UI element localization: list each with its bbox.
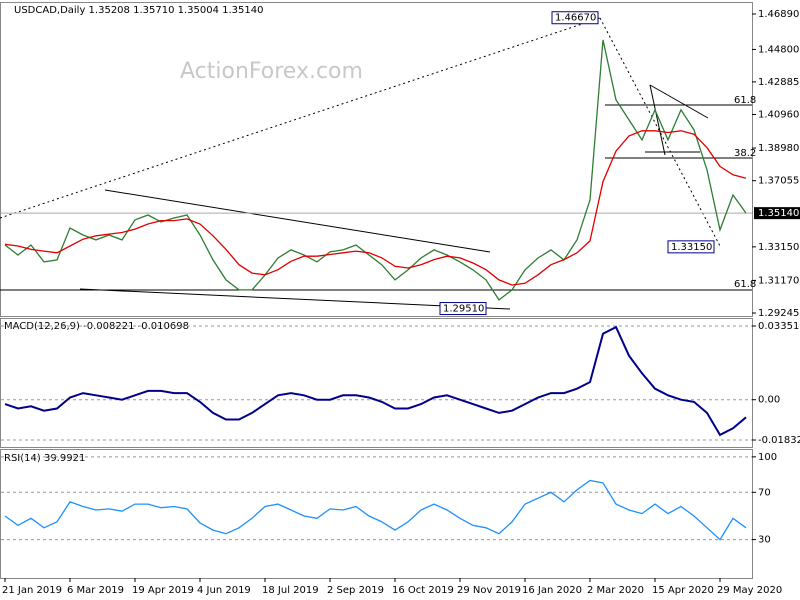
last-price-box <box>754 207 800 220</box>
y-tick-label: 0.00 <box>758 395 780 406</box>
y-tick-label: 1.31170 <box>758 275 799 286</box>
rsi-pane <box>0 449 753 579</box>
y-tick-label: 1.44800 <box>758 44 799 55</box>
x-tick-label: 21 Jan 2019 <box>2 585 62 596</box>
x-tick-label: 6 Mar 2019 <box>67 585 124 596</box>
rsi-title: RSI(14) 39.9921 <box>4 453 85 464</box>
annotation-box <box>667 240 715 254</box>
x-tick-label: 2 Sep 2019 <box>327 585 384 596</box>
y-tick-label: 0.033515 <box>758 321 800 332</box>
trend-line <box>0 17 601 219</box>
y-tick-label: 1.37055 <box>758 176 799 187</box>
trend-line <box>79 288 511 310</box>
annotation-label: 1.46670 <box>555 13 596 24</box>
annotation-box <box>439 302 487 316</box>
chart-title: USDCAD,Daily 1.35208 1.35710 1.35004 1.3… <box>14 5 264 16</box>
y-tick-label: 30 <box>758 535 771 546</box>
x-tick-label: 18 Jul 2019 <box>262 585 319 596</box>
trend-line <box>104 189 491 253</box>
watermark: ActionForex.com <box>180 59 363 84</box>
x-tick-label: 16 Jan 2020 <box>522 585 582 596</box>
y-tick-label: 1.38980 <box>758 143 799 154</box>
trend-line <box>649 84 709 119</box>
x-tick-label: 16 Oct 2019 <box>392 585 454 596</box>
annotation-label: 1.33150 <box>671 242 712 253</box>
annotation-label: 1.29510 <box>443 304 484 315</box>
macd-title: MACD(12,26,9) -0.008221 -0.010698 <box>4 321 189 332</box>
series-line <box>4 39 747 301</box>
trend-line <box>649 84 666 156</box>
series-line <box>4 479 747 541</box>
y-tick-label: -0.018324 <box>758 435 800 446</box>
x-tick-label: 29 Nov 2019 <box>457 585 521 596</box>
x-tick-label: 15 Apr 2020 <box>652 585 714 596</box>
price-pane <box>0 2 753 317</box>
fib-label: 61.8 <box>734 95 756 106</box>
annotation-box <box>551 11 599 25</box>
series-line <box>4 130 747 286</box>
last-price-label: 1.35140 <box>758 208 799 219</box>
y-tick-label: 1.29245 <box>758 308 799 319</box>
fib-label: 61.8 <box>734 279 756 290</box>
y-tick-label: 1.40960 <box>758 110 799 121</box>
fib-label: 38.2 <box>734 148 756 159</box>
series-line <box>4 325 747 437</box>
x-tick-label: 2 Mar 2020 <box>587 585 644 596</box>
x-tick-label: 29 May 2020 <box>717 585 782 596</box>
y-tick-label: 1.42885 <box>758 77 799 88</box>
x-tick-label: 19 Apr 2019 <box>132 585 194 596</box>
y-tick-label: 1.46890 <box>758 9 799 20</box>
y-tick-label: 70 <box>758 487 771 498</box>
y-tick-label: 1.33150 <box>758 242 799 253</box>
y-tick-label: 100 <box>758 452 777 463</box>
macd-pane <box>0 318 753 448</box>
x-tick-label: 4 Jun 2019 <box>197 585 251 596</box>
